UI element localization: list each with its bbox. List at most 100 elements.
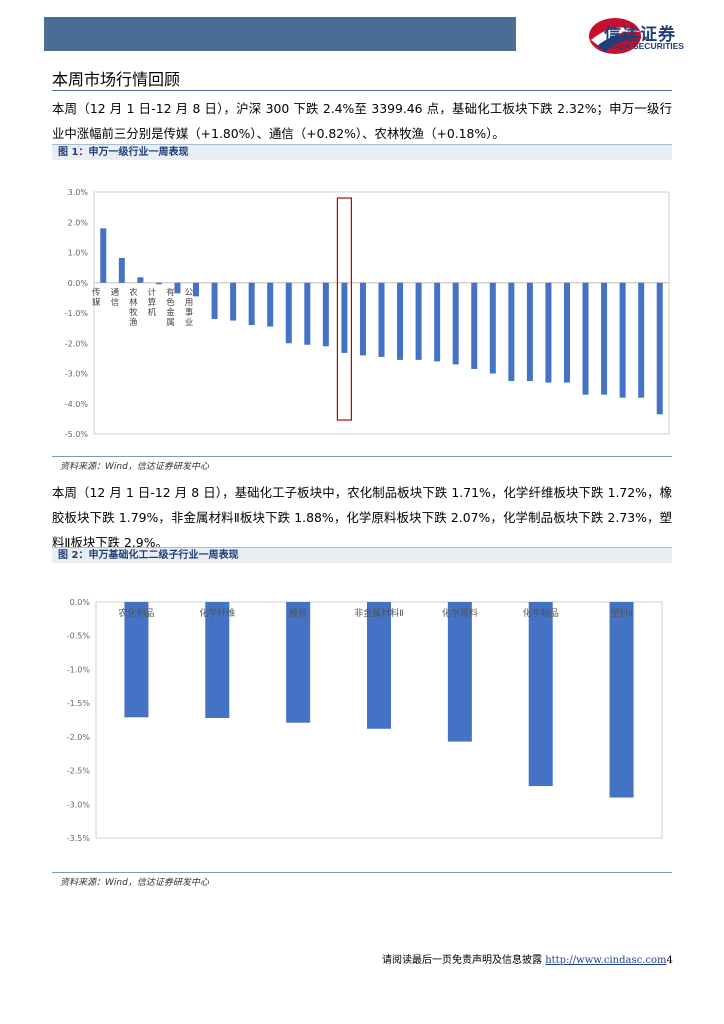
y-tick-label: -3.5% xyxy=(67,834,91,843)
y-tick-label: -2.5% xyxy=(67,767,91,776)
bar-塑料Ⅱ xyxy=(609,602,634,798)
x-tick-label-农化制品: 农化制品 xyxy=(118,607,154,619)
bar-基础化工 xyxy=(341,282,348,353)
bar-商贸零售 xyxy=(489,282,496,374)
x-tick-label-农林牧渔: 农 xyxy=(129,287,138,298)
bar-美容护理 xyxy=(638,282,645,398)
x-tick-label-通信: 信 xyxy=(111,297,120,308)
bar-建筑材料 xyxy=(545,282,552,383)
bar-有色金属 xyxy=(174,282,181,294)
x-tick-label-计算机: 机 xyxy=(148,307,157,318)
x-tick-label-有色金属: 属 xyxy=(166,318,175,328)
x-tick-label-通信: 通 xyxy=(111,287,120,298)
x-tick-label-公用事业: 事 xyxy=(185,307,194,318)
x-tick-label-有色金属: 有 xyxy=(166,287,175,298)
bar-环保 xyxy=(285,282,292,344)
bar-建筑装饰 xyxy=(415,282,422,360)
paragraph-1: 本周（12 月 1 日-12 月 8 日），沪深 300 下跌 2.4%至 33… xyxy=(52,101,672,141)
x-tick-label-化学制品: 化学制品 xyxy=(523,607,559,619)
figure-1-chart: 3.0% 2.0% 1.0% 0.0% -1.0% -2.0% -3.0% -4.0% -5.0… xyxy=(65,188,670,439)
y-tick-label: -2.0% xyxy=(65,339,89,348)
x-tick-label-农林牧渔: 渔 xyxy=(129,317,138,328)
bar-化学制品 xyxy=(528,602,553,787)
bar-农林牧渔 xyxy=(137,277,144,283)
bar-纺织服饰 xyxy=(397,282,404,360)
paragraph-2: 本周（12 月 1 日-12 月 8 日），基础化工子板块中，农化制品板块下跌 … xyxy=(52,485,672,550)
bar-综合 xyxy=(248,282,255,326)
y-tick-label: -3.0% xyxy=(65,370,89,379)
bar-电力设备 xyxy=(471,282,478,369)
highlight-box xyxy=(336,197,353,421)
plot-area xyxy=(93,191,670,435)
bar-轻工制造 xyxy=(434,282,441,362)
y-tick-label: -2.0% xyxy=(67,733,91,742)
x-tick-label-公用事业: 业 xyxy=(185,317,194,328)
y-tick-label: -5.0% xyxy=(65,430,89,439)
y-tick-label: 1.0% xyxy=(68,249,89,258)
x-tick-label-计算机: 计 xyxy=(148,287,157,298)
x-tick-label-农林牧渔: 林 xyxy=(129,297,138,308)
bar-家用电器 xyxy=(452,282,459,365)
section-title: 本周市场行情回顾 xyxy=(52,70,181,89)
bar-电子 xyxy=(211,282,218,320)
x-tick-label-化学原料: 化学原料 xyxy=(442,607,478,619)
footer-disclaimer: 请阅读最后一页免责声明及信息披露 xyxy=(382,955,546,966)
x-tick-label-橡胶: 橡胶 xyxy=(289,607,307,619)
bar-钢铁 xyxy=(563,282,570,383)
y-tick-label: -3.0% xyxy=(67,800,91,809)
section-divider xyxy=(52,90,672,91)
logo-text-en: CINDA SECURITIES xyxy=(604,41,684,51)
bar-房地产 xyxy=(526,282,533,382)
y-tick-label: -4.0% xyxy=(65,400,89,409)
y-tick-label: -0.5% xyxy=(67,632,91,641)
bar-化学纤维 xyxy=(205,602,230,718)
x-tick-label-公用事业: 用 xyxy=(185,298,194,308)
bar-传媒 xyxy=(100,228,107,283)
figure-2-chart: 0.0% -0.5% -1.0% -1.5% -2.0% -2.5% -3.0% -3.5% 农… xyxy=(67,598,663,843)
bar-非金属材料Ⅱ xyxy=(367,602,391,729)
x-tick-label-非金属材料Ⅱ: 非金属材料Ⅱ xyxy=(354,607,403,619)
x-tick-label-塑料Ⅱ: 塑料Ⅱ xyxy=(610,607,632,619)
y-tick-label: 0.0% xyxy=(68,279,89,288)
bar-计算机 xyxy=(155,282,162,285)
x-tick-label-传媒: 媒 xyxy=(92,298,101,308)
bar-交通运输 xyxy=(230,282,237,321)
bar-农化制品 xyxy=(124,602,149,718)
bar-煤炭 xyxy=(601,282,608,395)
x-tick-label-有色金属: 金 xyxy=(166,307,175,318)
footer-link[interactable]: http://www.cindasc.com xyxy=(545,955,667,966)
x-tick-label-计算机: 算 xyxy=(148,297,157,308)
x-tick-label-公用事业: 公 xyxy=(185,288,194,298)
footer: 请阅读最后一页免责声明及信息披露 http://www.cindasc.com4 xyxy=(382,951,673,966)
bar-社会服务 xyxy=(508,282,515,382)
bar-通信 xyxy=(118,257,125,283)
bar-食品饮料 xyxy=(619,282,626,398)
y-tick-label: -1.0% xyxy=(65,309,89,318)
bar-银行 xyxy=(322,282,329,347)
page-number: 4 xyxy=(666,955,673,966)
bar-医药生物 xyxy=(304,282,311,345)
figure-1-caption: 图 1：申万一级行业一周表现 xyxy=(52,144,672,160)
bar-机械设备 xyxy=(267,282,274,327)
figure-1-source: 资料来源：Wind，信达证券研发中心 xyxy=(52,456,672,472)
header-bar xyxy=(44,17,516,51)
x-tick-label-化学纤维: 化学纤维 xyxy=(199,607,235,619)
x-tick-label-传媒: 传 xyxy=(92,287,101,298)
y-tick-label: -1.0% xyxy=(67,665,91,674)
bar-国防军工 xyxy=(378,282,385,357)
cinda-logo-icon xyxy=(589,18,643,54)
x-tick-label-农林牧渔: 牧 xyxy=(129,307,138,318)
y-tick-label: 2.0% xyxy=(68,218,89,227)
y-tick-label: 0.0% xyxy=(70,598,91,607)
figure-2-caption: 图 2：申万基础化工二级子行业一周表现 xyxy=(52,547,672,563)
bar-公用事业 xyxy=(193,282,200,297)
bar-化学原料 xyxy=(447,602,472,742)
figure-2-source: 资料来源：Wind，信达证券研发中心 xyxy=(52,872,672,888)
bar-石油石化 xyxy=(359,282,366,356)
y-tick-label: -1.5% xyxy=(67,699,91,708)
bar-橡胶 xyxy=(286,602,311,723)
bar-汽车 xyxy=(656,282,663,415)
bar-非银金融 xyxy=(582,282,589,395)
logo-text-cn: 信达证券 xyxy=(604,25,676,45)
y-tick-label: 3.0% xyxy=(68,188,89,197)
